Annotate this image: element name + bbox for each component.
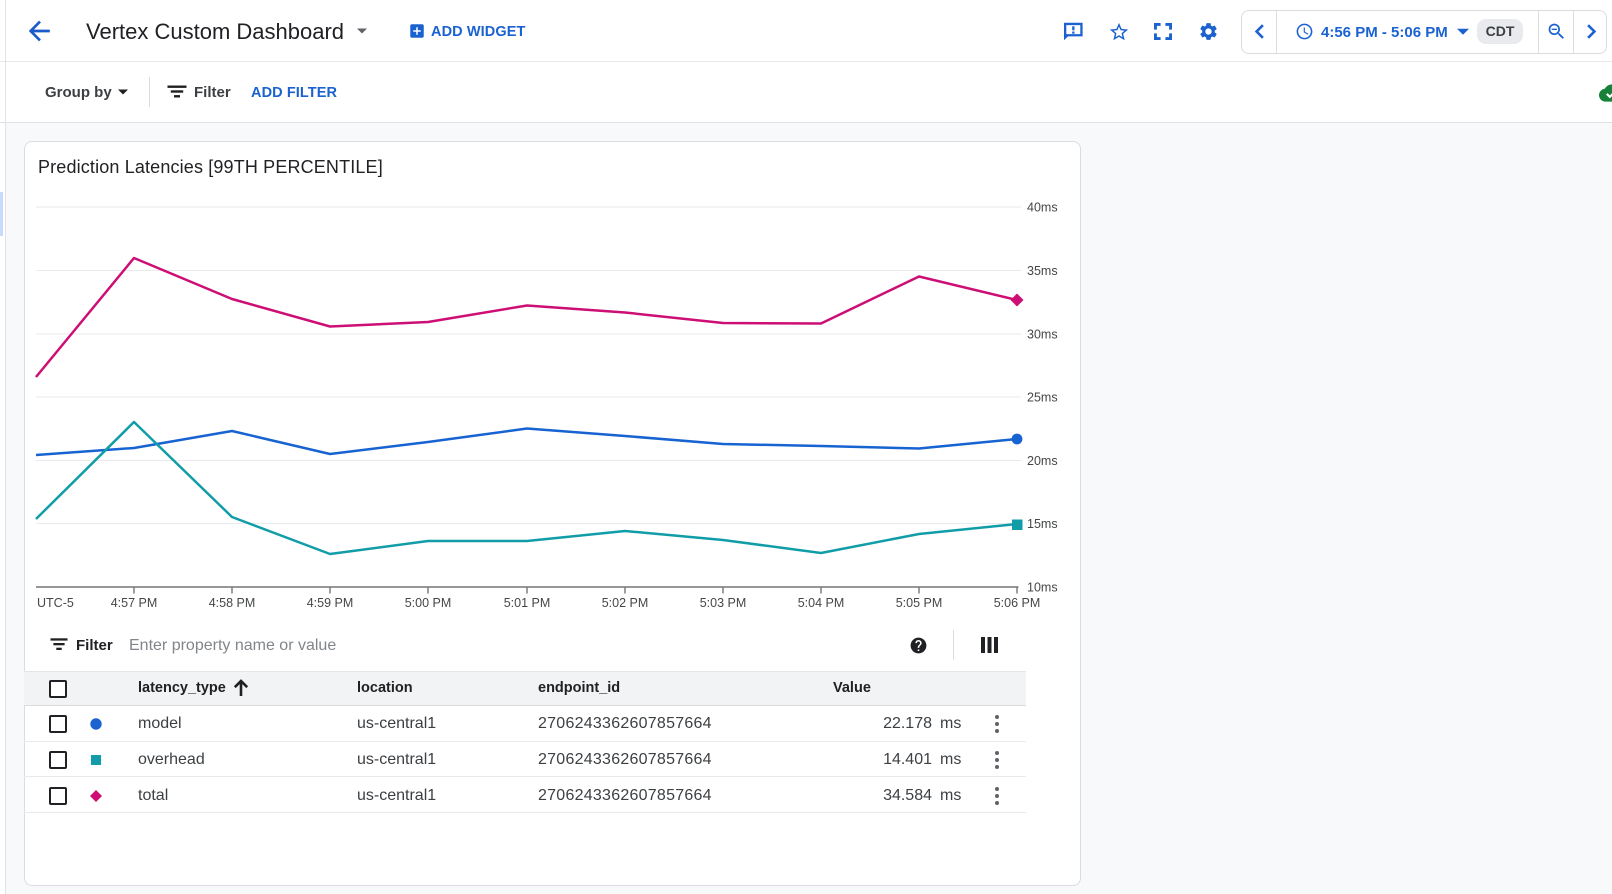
svg-text:40ms: 40ms [1027, 201, 1058, 215]
svg-text:10ms: 10ms [1027, 581, 1058, 595]
svg-text:5:04 PM: 5:04 PM [798, 596, 845, 610]
svg-text:5:00 PM: 5:00 PM [405, 596, 452, 610]
svg-text:5:02 PM: 5:02 PM [602, 596, 649, 610]
svg-text:5:01 PM: 5:01 PM [504, 596, 551, 610]
svg-text:5:03 PM: 5:03 PM [700, 596, 747, 610]
svg-text:4:59 PM: 4:59 PM [307, 596, 354, 610]
svg-text:25ms: 25ms [1027, 391, 1058, 405]
svg-text:UTC-5: UTC-5 [37, 596, 74, 610]
svg-text:35ms: 35ms [1027, 264, 1058, 278]
svg-text:20ms: 20ms [1027, 454, 1058, 468]
svg-text:15ms: 15ms [1027, 517, 1058, 531]
svg-text:4:58 PM: 4:58 PM [209, 596, 256, 610]
svg-text:5:06 PM: 5:06 PM [994, 596, 1041, 610]
svg-text:5:05 PM: 5:05 PM [896, 596, 943, 610]
svg-text:4:57 PM: 4:57 PM [111, 596, 158, 610]
svg-text:30ms: 30ms [1027, 328, 1058, 342]
